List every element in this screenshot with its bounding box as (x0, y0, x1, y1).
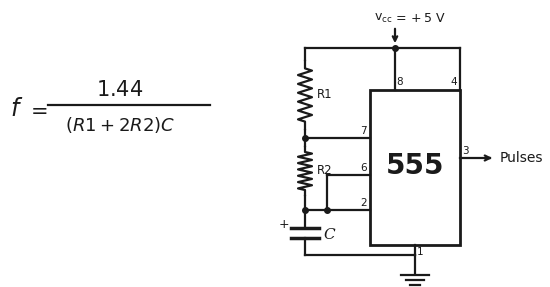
Text: 7: 7 (360, 126, 367, 136)
Text: Pulses: Pulses (500, 151, 543, 165)
Text: +: + (278, 218, 289, 232)
Bar (370, 90, 460, 245)
Text: $(R1+2R2)C$: $(R1+2R2)C$ (65, 115, 175, 135)
Text: 8: 8 (396, 77, 403, 87)
Text: 4: 4 (450, 77, 457, 87)
Text: $=$: $=$ (26, 100, 47, 119)
Text: C: C (323, 228, 334, 242)
Text: 1: 1 (417, 247, 424, 257)
Text: R1: R1 (317, 88, 333, 102)
Text: 6: 6 (360, 163, 367, 173)
Text: R2: R2 (317, 164, 333, 177)
Text: 2: 2 (360, 198, 367, 208)
Text: $f$: $f$ (10, 98, 23, 121)
Text: 555: 555 (386, 152, 444, 179)
Text: $\mathrm{v_{cc}}$: $\mathrm{v_{cc}}$ (375, 11, 393, 25)
Text: $\mathrm{= +5\ V}$: $\mathrm{= +5\ V}$ (393, 11, 446, 24)
Text: 3: 3 (462, 146, 469, 156)
Text: $1.44$: $1.44$ (96, 80, 144, 100)
